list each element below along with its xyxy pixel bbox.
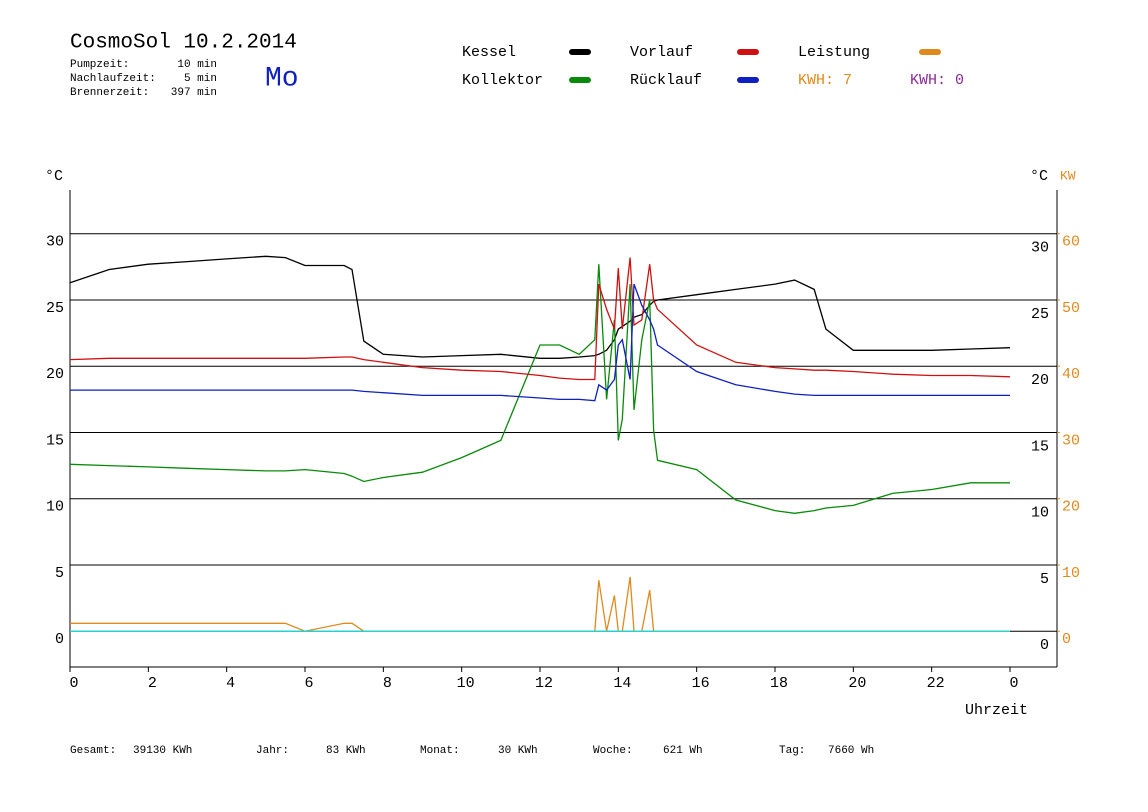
legend-label: Rücklauf bbox=[630, 72, 702, 89]
y-tick-label: 25 bbox=[46, 300, 64, 317]
x-tick-label: 8 bbox=[383, 675, 392, 692]
info-label: Brennerzeit: bbox=[70, 87, 149, 99]
y2-tick-label: 50 bbox=[1062, 300, 1080, 317]
footer-label: Tag: bbox=[779, 745, 805, 757]
weekday: Mo bbox=[265, 63, 299, 94]
y-tick-label-right: 10 bbox=[1031, 505, 1049, 522]
footer-value: 30 KWh bbox=[498, 745, 538, 757]
kwh-label: KWH: 7 bbox=[798, 72, 852, 89]
y-tick-label: 20 bbox=[46, 366, 64, 383]
kwh-label: KWH: 0 bbox=[910, 72, 964, 89]
series-line bbox=[69, 255, 1011, 359]
x-tick-label: 20 bbox=[848, 675, 866, 692]
y-tick-label: 5 bbox=[55, 565, 64, 582]
y2-tick-label: 60 bbox=[1062, 234, 1080, 251]
footer-value: 83 KWh bbox=[326, 745, 366, 757]
x-axis-label: Uhrzeit bbox=[965, 702, 1028, 719]
x-tick-label: 14 bbox=[613, 675, 631, 692]
legend-label: Leistung bbox=[798, 44, 870, 61]
y2-tick-label: 0 bbox=[1062, 631, 1071, 648]
y2-unit: KW bbox=[1060, 168, 1076, 183]
info-label: Nachlaufzeit: bbox=[70, 73, 156, 85]
x-tick-label: 10 bbox=[457, 675, 475, 692]
x-tick-label: 12 bbox=[535, 675, 553, 692]
series-line bbox=[70, 283, 1010, 402]
chart-title: CosmoSol 10.2.2014 bbox=[70, 32, 297, 55]
info-value: 397 min bbox=[171, 87, 217, 99]
series-line bbox=[69, 257, 1011, 381]
y2-tick-label: 30 bbox=[1062, 432, 1080, 449]
series-line bbox=[69, 264, 1010, 514]
y2-tick-label: 20 bbox=[1062, 499, 1080, 516]
y-tick-label: 30 bbox=[46, 234, 64, 251]
x-tick-label: 4 bbox=[226, 675, 235, 692]
x-tick-label: 18 bbox=[770, 675, 788, 692]
footer-value: 39130 KWh bbox=[133, 745, 192, 757]
info-value: 10 min bbox=[177, 59, 217, 71]
x-tick-label: 22 bbox=[927, 675, 945, 692]
y-tick-label: 0 bbox=[55, 631, 64, 648]
legend-label: Kessel bbox=[462, 44, 516, 61]
y-tick-label: 15 bbox=[46, 432, 64, 449]
x-tick-label: 0 bbox=[69, 675, 78, 692]
info-value: 5 min bbox=[184, 73, 217, 85]
y-tick-label-right: 30 bbox=[1031, 240, 1049, 257]
x-tick-label: 0 bbox=[1009, 675, 1018, 692]
y2-tick-label: 40 bbox=[1062, 366, 1080, 383]
y-unit: °C bbox=[45, 168, 63, 185]
y-unit-right: °C bbox=[1030, 168, 1048, 185]
x-tick-label: 6 bbox=[304, 675, 313, 692]
footer-label: Woche: bbox=[593, 745, 633, 757]
footer-label: Jahr: bbox=[256, 745, 289, 757]
y-tick-label: 10 bbox=[46, 499, 64, 516]
x-tick-label: 16 bbox=[692, 675, 710, 692]
legend-label: Kollektor bbox=[462, 72, 543, 89]
y-tick-label-right: 5 bbox=[1040, 571, 1049, 588]
x-tick-label: 2 bbox=[148, 675, 157, 692]
info-label: Pumpzeit: bbox=[70, 59, 129, 71]
footer-value: 7660 Wh bbox=[828, 745, 874, 757]
series-line bbox=[70, 576, 1010, 632]
legend-label: Vorlauf bbox=[630, 44, 693, 61]
y2-tick-label: 10 bbox=[1062, 565, 1080, 582]
footer-label: Gesamt: bbox=[70, 745, 116, 757]
y-tick-label-right: 15 bbox=[1031, 438, 1049, 455]
footer-value: 621 Wh bbox=[663, 745, 703, 757]
y-tick-label-right: 0 bbox=[1040, 637, 1049, 654]
footer-label: Monat: bbox=[420, 745, 460, 757]
y-tick-label-right: 25 bbox=[1031, 306, 1049, 323]
y-tick-label-right: 20 bbox=[1031, 372, 1049, 389]
